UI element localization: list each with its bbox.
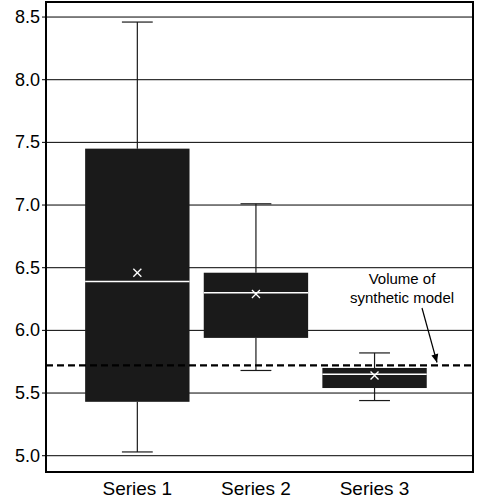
tick-label: 5.5: [15, 383, 40, 403]
annotation-arrowhead: [431, 354, 438, 363]
mean-stroke: [252, 290, 260, 298]
mean-marker: [252, 290, 260, 298]
plot-frame: [46, 2, 473, 472]
tick-label: 7.0: [15, 195, 40, 215]
annotation-line: Volume of: [369, 270, 437, 287]
grid-line: [46, 79, 473, 80]
grid-line: [46, 455, 473, 456]
mean-stroke: [371, 371, 379, 379]
tick-label: 7.5: [15, 132, 40, 152]
whisker-upper: [374, 353, 375, 368]
whisker-cap: [241, 370, 272, 371]
grid-line: [46, 142, 473, 143]
whisker-lower: [137, 402, 138, 452]
box: [204, 273, 308, 338]
mean-marker: [133, 269, 141, 277]
mean-stroke: [371, 371, 379, 379]
annotation-text: Volume of synthetic model: [350, 270, 454, 306]
tick-label: 6.0: [15, 320, 40, 340]
category-label: Series 2: [221, 478, 291, 499]
whisker-cap: [122, 21, 153, 22]
mean-stroke: [133, 269, 141, 277]
annotation-line: synthetic model: [350, 289, 454, 306]
whisker-cap: [122, 451, 153, 452]
mean-marker: [371, 371, 379, 379]
tick-label: 8.5: [15, 7, 40, 27]
mean-stroke: [133, 269, 141, 277]
box: [85, 149, 189, 402]
plot-area: [46, 22, 473, 452]
reference-line: [46, 364, 473, 366]
category-label: Series 1: [102, 478, 172, 499]
whisker-cap: [359, 400, 390, 401]
mean-stroke: [252, 290, 260, 298]
tick-label: 8.0: [15, 70, 40, 90]
whisker-lower: [374, 388, 375, 401]
whisker-upper: [137, 22, 138, 149]
annotation-arrow: [422, 308, 437, 362]
grid-line: [46, 17, 473, 18]
tick-label: 5.0: [15, 446, 40, 466]
whisker-cap: [241, 203, 272, 204]
median: [85, 281, 189, 283]
whisker-upper: [255, 204, 256, 273]
category-label: Series 3: [340, 478, 410, 499]
whisker-cap: [359, 352, 390, 353]
tick-label: 6.5: [15, 258, 40, 278]
box: [322, 368, 426, 388]
chart: 5.0 5.5 6.0 6.5 7.0 7.5 8.0 8.5 Series 1 Series 2…: [0, 0, 479, 500]
